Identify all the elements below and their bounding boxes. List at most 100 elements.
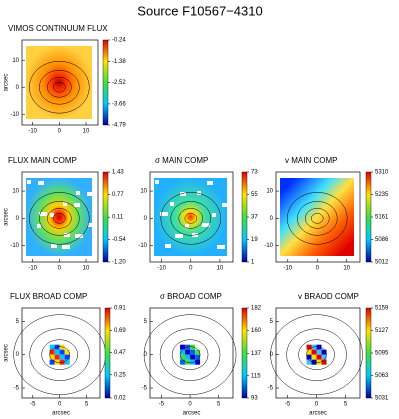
plot-frame: [21, 171, 99, 263]
contour: [298, 339, 335, 370]
colorbar-label: 0.91: [114, 306, 126, 312]
contour: [287, 192, 348, 245]
contour: [29, 328, 90, 381]
colorbar-label: 0.11: [112, 215, 124, 221]
map-image: [280, 178, 354, 256]
map-pixel: [195, 349, 201, 355]
map-pixel: [190, 344, 196, 350]
map-pixel: [54, 344, 60, 350]
contour: [53, 213, 66, 224]
map-pixel: [59, 344, 65, 350]
y-tick-label: 5: [144, 319, 148, 325]
map-pixel: [321, 359, 327, 365]
map-pixel: [316, 354, 322, 360]
map-hole: [76, 191, 80, 195]
contour: [41, 339, 78, 370]
plot-frame: [275, 307, 361, 399]
contour: [171, 339, 209, 370]
contour: [47, 208, 72, 229]
map-pixel: [195, 354, 201, 360]
contour: [311, 213, 324, 224]
figure-title: Source F10567−4310: [137, 3, 262, 18]
colorbar-label: 137: [251, 351, 262, 357]
colorbar-label: 73: [251, 170, 258, 176]
map-pixel: [190, 359, 196, 365]
map-hole: [202, 223, 210, 227]
map-hole: [27, 180, 31, 184]
y-axis-label: arcsec: [4, 208, 10, 226]
x-tick-label: 5: [344, 402, 348, 408]
colorbar-label: -1.20: [112, 260, 126, 266]
map-pixel: [180, 359, 186, 365]
x-tick-label: 10: [83, 129, 90, 135]
colorbar-label: 5127: [375, 328, 389, 334]
colorbar-label: -0.24: [112, 38, 126, 44]
map-hole: [63, 202, 67, 206]
colorbar-label: -0.54: [112, 237, 126, 243]
map-hole: [175, 234, 183, 238]
map: [26, 46, 92, 119]
colorbar-label: 37: [251, 215, 258, 221]
plot-frame: [149, 171, 234, 263]
x-tick-label: 0: [316, 266, 320, 272]
y-tick-label: -5: [268, 386, 274, 392]
map-pixel: [49, 344, 55, 350]
y-tick-label: 10: [266, 189, 273, 195]
y-tick-label: 0: [16, 352, 20, 358]
map-pixel: [316, 359, 322, 365]
y-tick-label: -10: [264, 243, 273, 249]
y-tick-label: -10: [10, 243, 19, 249]
x-axis-label: arcsec: [309, 411, 327, 417]
map-hole: [64, 233, 70, 237]
colorbar-label: 19: [251, 237, 258, 243]
y-tick-label: 10: [12, 189, 19, 195]
map-hole: [62, 245, 70, 249]
map-image: [26, 178, 92, 256]
map-pixel: [54, 359, 60, 365]
contour: [53, 81, 66, 93]
map-pixel: [64, 349, 70, 355]
map-pixel: [185, 359, 191, 365]
colorbar-label: 1.43: [112, 170, 124, 176]
map: [154, 178, 228, 256]
colorbar-label: 5095: [375, 351, 389, 357]
contour: [39, 201, 80, 236]
map-pixel: [185, 354, 191, 360]
map-pixel: [49, 354, 55, 360]
y-tick-label: 5: [16, 319, 20, 325]
x-tick-label: 0: [189, 266, 193, 272]
colorbar-label: 0.47: [114, 350, 126, 356]
map-pixel: [59, 354, 65, 360]
colorbar-label: 93: [251, 396, 258, 402]
x-tick-label: -5: [159, 402, 165, 408]
y-tick-label: -10: [138, 243, 147, 249]
map-pixel: [180, 349, 186, 355]
colorbar-label: 182: [251, 306, 262, 312]
contour: [305, 208, 330, 229]
colorbar-label: 1: [251, 260, 255, 266]
y-tick-label: 0: [144, 216, 148, 222]
map-pixel: [185, 344, 191, 350]
map-pixel: [190, 349, 196, 355]
map-pixel: [49, 349, 55, 355]
panel-title: v MAIN COMP: [285, 156, 337, 165]
y-tick-label: 0: [16, 216, 20, 222]
colorbar: [365, 307, 372, 399]
x-tick-label: 5: [217, 402, 221, 408]
map: [280, 178, 354, 256]
contour: [29, 60, 90, 114]
map-hole: [217, 245, 225, 249]
colorbar-label: 160: [251, 328, 262, 334]
map-hole: [50, 213, 54, 217]
map: [143, 314, 237, 395]
map-pixel: [54, 354, 60, 360]
panel-title: σ MAIN COMP: [155, 156, 208, 165]
plot-frame: [21, 307, 101, 399]
colorbar-label: 5012: [375, 260, 389, 266]
colorbar-label: 5159: [375, 306, 389, 312]
x-tick-label: 0: [58, 402, 62, 408]
contour: [49, 346, 70, 363]
colorbar: [102, 171, 109, 263]
map-pixel: [311, 354, 317, 360]
map-hole: [51, 244, 57, 248]
